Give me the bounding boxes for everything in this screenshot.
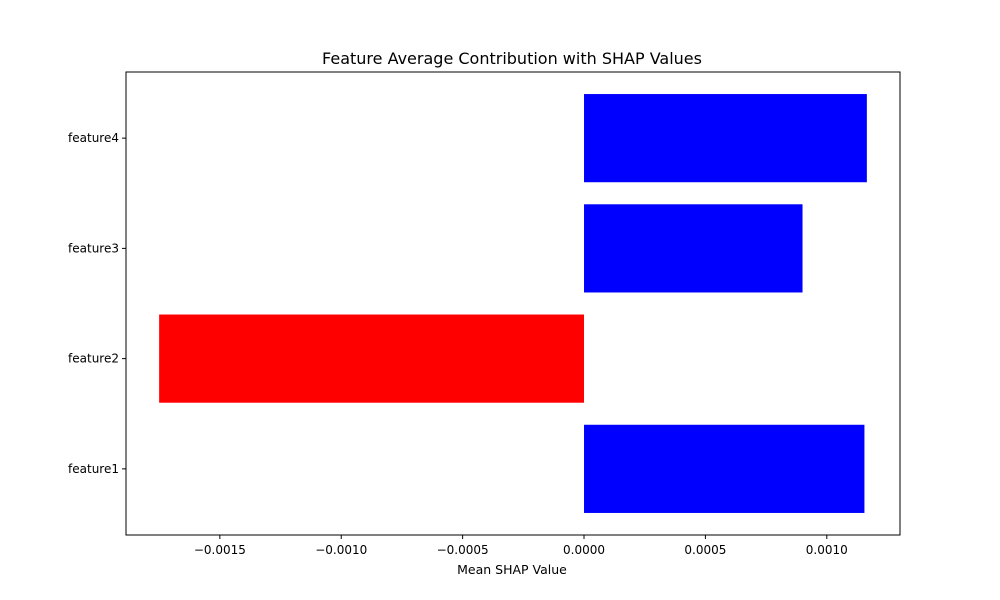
y-tick-label: feature3 bbox=[68, 241, 119, 255]
x-tick-label: 0.0010 bbox=[806, 543, 848, 557]
y-tick-label: feature4 bbox=[68, 131, 119, 145]
x-tick-label: −0.0005 bbox=[437, 543, 489, 557]
bar-feature1 bbox=[584, 424, 865, 513]
bar-feature4 bbox=[584, 94, 867, 183]
y-ticks-group: feature1 feature2 feature3 feature4 bbox=[68, 131, 126, 476]
x-tick-label: 0.0005 bbox=[684, 543, 726, 557]
bar-feature3 bbox=[584, 204, 803, 293]
bars-group bbox=[159, 94, 867, 513]
x-ticks-group: −0.0015 −0.0010 −0.0005 0.0000 0.0005 0.0010 bbox=[194, 535, 848, 557]
chart-title: Feature Average Contribution with SHAP V… bbox=[322, 49, 702, 68]
x-tick-label: 0.0000 bbox=[563, 543, 605, 557]
y-tick-label: feature1 bbox=[68, 462, 119, 476]
y-tick-label: feature2 bbox=[68, 352, 119, 366]
bar-feature2 bbox=[159, 314, 585, 403]
axes-frame bbox=[125, 71, 901, 536]
x-axis-label: Mean SHAP Value bbox=[457, 562, 567, 577]
x-tick-label: −0.0010 bbox=[315, 543, 367, 557]
x-tick-label: −0.0015 bbox=[194, 543, 246, 557]
